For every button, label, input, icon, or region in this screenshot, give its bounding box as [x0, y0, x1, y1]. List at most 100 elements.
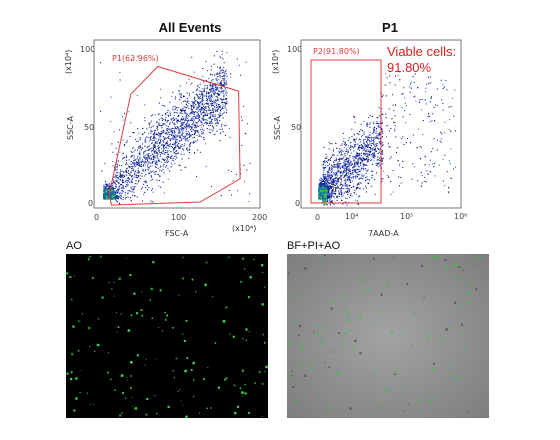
chart2-event-dot [368, 139, 370, 141]
chart1-event-dot [173, 119, 175, 121]
chart1-event-dot [149, 158, 151, 160]
chart2-event-dot [337, 175, 339, 177]
chart2-event-dot [382, 157, 384, 159]
chart2-event-dot [378, 162, 380, 164]
chart1-event-dot [126, 167, 128, 169]
chart1-event-dot [223, 62, 225, 64]
chart1-event-dot [184, 119, 187, 121]
chart1-event-dot [144, 149, 147, 152]
chart1-event-dot [186, 113, 188, 115]
chart2-event-dot [322, 160, 325, 163]
chart2-xtick-1e4: 10⁴ [345, 212, 359, 221]
chart1-event-dot [148, 145, 150, 148]
ao-cell [217, 386, 220, 389]
chart1-event-dot [142, 133, 144, 135]
chart1-title: All Events [158, 20, 222, 35]
chart1-event-dot [191, 128, 193, 130]
chart1-event-dot [131, 162, 134, 164]
chart2-event-dot [340, 144, 342, 146]
chart2-event-dot [320, 183, 322, 185]
chart2-event-dot [364, 150, 366, 152]
chart2-event-dot [344, 185, 346, 187]
chart2-event-dot [420, 171, 422, 174]
chart1-event-dot [191, 127, 193, 129]
chart2-event-dot [349, 147, 351, 150]
chart1-event-dot [119, 178, 121, 181]
chart2-event-dot [352, 177, 354, 179]
chart2-event-dot [363, 174, 365, 176]
chart1-event-dot [221, 113, 223, 115]
chart1-event-dot [212, 91, 214, 93]
chart1-event-dot [180, 97, 183, 99]
chart1-event-dot [137, 159, 139, 161]
chart2-event-dot [355, 188, 357, 190]
chart2-event-dot [413, 96, 415, 98]
chart2-event-dot [390, 193, 392, 195]
chart1-event-dot [222, 107, 224, 110]
chart1-event-dot [179, 93, 181, 95]
chart1-event-dot [155, 170, 157, 173]
chart1-event-dot [125, 181, 127, 183]
chart1-event-dot [154, 142, 156, 144]
chart1-event-dot [129, 166, 131, 168]
chart2-event-dot [438, 164, 440, 166]
chart1-event-dot [174, 147, 176, 149]
chart2-event-dot [338, 160, 341, 162]
chart1-event-dot [172, 157, 174, 159]
chart1-event-dot [245, 61, 247, 63]
chart1-event-dot [131, 170, 133, 172]
chart1-event-dot [203, 137, 205, 139]
chart1-event-dot [199, 151, 201, 153]
chart1-event-dot [180, 95, 182, 97]
chart1-event-dot [208, 107, 210, 109]
chart2-event-dot [362, 140, 364, 142]
chart1-event-dot [138, 157, 141, 159]
chart2-event-dot [332, 186, 334, 188]
chart1-event-dot [139, 161, 141, 163]
chart2-event-dot [337, 161, 339, 163]
chart1-event-dot [186, 125, 188, 127]
chart1-event-dot [147, 136, 149, 138]
chart2-event-dot [329, 166, 331, 168]
chart2-event-dot [343, 179, 346, 181]
chart1-event-dot [144, 145, 146, 147]
chart2-event-dot [394, 128, 396, 130]
chart2-event-dot [357, 196, 359, 198]
chart1-event-dot [163, 172, 165, 174]
ao-cell [91, 276, 94, 280]
chart1-event-dot [129, 135, 131, 137]
chart2-event-dot [348, 189, 351, 191]
chart1-event-dot [236, 58, 238, 60]
chart1-event-dot [119, 173, 122, 175]
chart2-event-dot [323, 173, 325, 175]
chart1-event-dot [196, 93, 198, 95]
chart2-event-dot [350, 144, 352, 146]
chart1-event-dot [153, 129, 155, 132]
chart2-event-dot [353, 176, 355, 178]
chart1-event-dot [183, 118, 185, 121]
chart1-event-dot [158, 158, 160, 160]
chart1-event-dot [184, 120, 186, 122]
chart2-event-dot [434, 175, 436, 177]
chart1-event-dot [193, 112, 195, 114]
chart1-event-dot [170, 166, 172, 168]
chart2-event-dot [341, 185, 343, 187]
chart2-event-dot [375, 163, 377, 165]
chart2-event-dot [347, 160, 349, 162]
chart2-event-dot [378, 124, 380, 126]
chart1-event-dot [226, 75, 228, 77]
chart2-event-dot [358, 138, 360, 140]
chart1-event-dot [222, 75, 225, 77]
chart1-event-dot [139, 151, 141, 153]
chart1-event-dot [225, 102, 227, 104]
chart1-event-dot [145, 187, 147, 189]
chart1-event-dot [115, 190, 117, 192]
chart1-event-dot [175, 155, 177, 157]
chart2-event-dot [338, 187, 340, 190]
chart1-event-dot [207, 113, 209, 115]
chart1-event-dot [166, 162, 168, 164]
chart1-event-dot [133, 191, 135, 193]
chart2-event-dot [382, 178, 384, 180]
chart1-event-dot [202, 114, 205, 116]
chart1-event-dot [218, 73, 220, 75]
